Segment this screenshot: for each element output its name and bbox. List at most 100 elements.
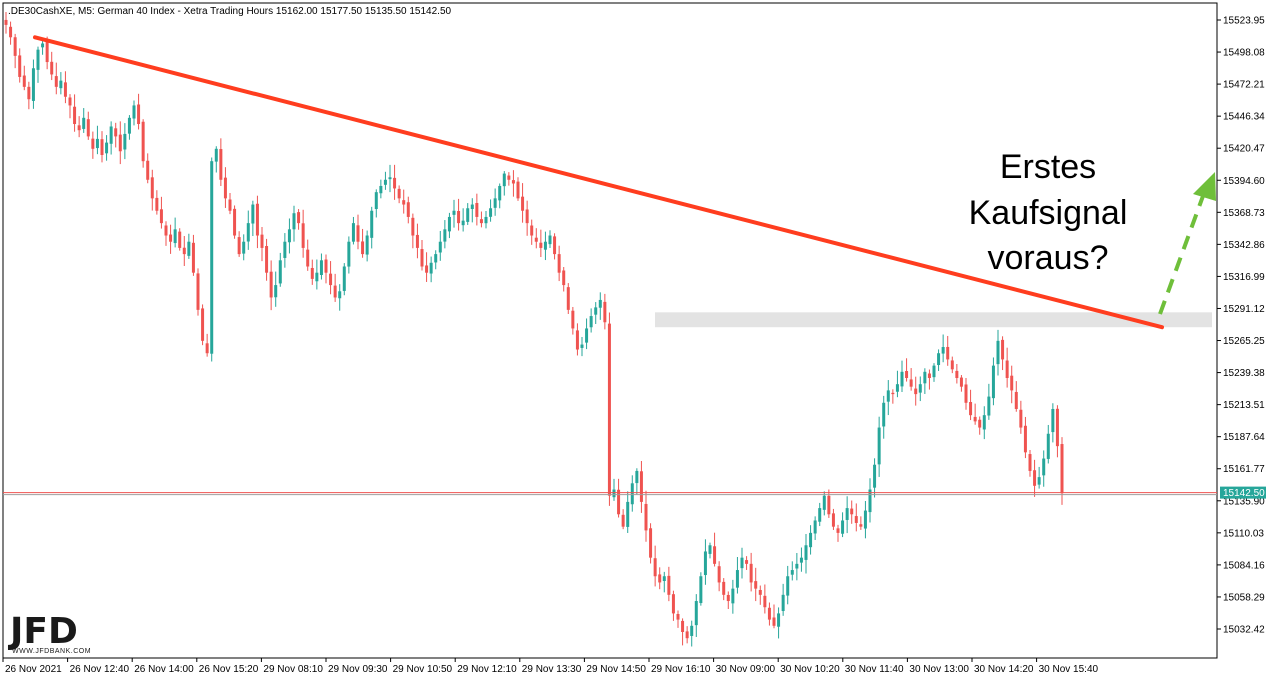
- candle-body: [233, 208, 237, 236]
- candle-body: [754, 581, 758, 589]
- candle-body: [447, 216, 451, 232]
- candle-body: [918, 384, 922, 393]
- candle-body: [831, 513, 835, 527]
- candle-body: [850, 508, 854, 515]
- candle-body: [141, 121, 145, 162]
- candle-body: [676, 614, 680, 620]
- candle-body: [457, 210, 461, 224]
- candle-body: [493, 198, 497, 208]
- chart-header: .DE30CashXE, M5: German 40 Index - Xetra…: [8, 6, 452, 17]
- candle-body: [45, 41, 49, 63]
- candle-body: [708, 545, 712, 554]
- candle-body: [923, 371, 927, 384]
- candle-body: [886, 390, 890, 402]
- candle-body: [516, 181, 520, 199]
- candle-body: [100, 139, 104, 155]
- candle-body: [306, 249, 310, 267]
- x-tick-label: 29 Nov 08:10: [263, 664, 323, 675]
- y-tick-label: 15213.51: [1223, 400, 1265, 411]
- candle-body: [959, 377, 963, 387]
- candle-body: [818, 508, 822, 522]
- candle-body: [169, 234, 173, 242]
- candle-body: [566, 287, 570, 310]
- candle-body: [255, 203, 259, 236]
- candle-body: [868, 489, 872, 513]
- candle-body: [763, 595, 767, 608]
- candle-body: [86, 119, 90, 137]
- candle-body: [502, 173, 506, 187]
- candle-body: [178, 231, 182, 248]
- candle-body: [809, 532, 813, 548]
- candle-body: [319, 260, 323, 275]
- candle-body: [22, 75, 26, 87]
- candle-body: [978, 419, 982, 428]
- candle-body: [324, 259, 328, 273]
- candle-body: [36, 49, 40, 70]
- candle-body: [662, 576, 666, 581]
- x-tick-label: 29 Nov 14:50: [586, 664, 646, 675]
- candle-body: [150, 177, 154, 199]
- x-tick-label: 30 Nov 13:00: [909, 664, 969, 675]
- candle-body: [813, 520, 817, 534]
- candle-body: [274, 285, 278, 298]
- candle-body: [562, 270, 566, 286]
- x-tick-label: 30 Nov 14:20: [974, 664, 1034, 675]
- candle-body: [690, 625, 694, 636]
- candle-body: [548, 235, 552, 245]
- candle-body: [530, 225, 534, 236]
- candle-body: [278, 260, 282, 284]
- candle-body: [786, 576, 790, 596]
- candle-body: [571, 310, 575, 329]
- candle-body: [553, 236, 557, 255]
- candle-body: [242, 241, 246, 254]
- candle-body: [59, 80, 63, 89]
- candle-body: [310, 267, 314, 279]
- candle-body: [649, 528, 653, 558]
- candle-body: [777, 613, 781, 627]
- candle-body: [402, 200, 406, 205]
- candle-body: [338, 291, 342, 299]
- candle-body: [969, 402, 973, 416]
- candle-body: [155, 197, 159, 211]
- candle-body: [745, 560, 749, 564]
- candle-body: [703, 551, 707, 576]
- candle-body: [630, 483, 634, 505]
- candle-body: [905, 370, 909, 379]
- candle-body: [109, 126, 113, 144]
- candle-body: [41, 43, 45, 48]
- y-tick-label: 15394.60: [1223, 176, 1265, 187]
- candle-body: [438, 241, 442, 253]
- candle-body: [841, 520, 845, 534]
- candle-body: [287, 229, 291, 243]
- candle-body: [1001, 339, 1005, 360]
- candle-body: [946, 346, 950, 360]
- breakout-arrow: [1158, 195, 1205, 315]
- candle-body: [452, 210, 456, 215]
- candle-body: [479, 219, 483, 224]
- candle-body: [950, 360, 954, 370]
- candle-body: [511, 180, 515, 184]
- candle-body: [461, 220, 465, 226]
- candle-body: [653, 558, 657, 577]
- y-axis-ticks: 15523.95 15498.08 15472.21 15446.34 15420.47…: [1217, 16, 1265, 636]
- candle-body: [77, 125, 81, 131]
- candle-body: [297, 212, 301, 224]
- candle-body: [955, 370, 959, 379]
- candle-body: [1019, 409, 1023, 428]
- candle-body: [425, 265, 429, 273]
- candle-body: [434, 254, 438, 263]
- candle-body: [415, 234, 419, 248]
- y-tick-label: 15161.77: [1223, 464, 1265, 475]
- candle-body: [617, 489, 621, 515]
- annotation-line-3: voraus?: [988, 239, 1109, 277]
- candle-body: [228, 199, 232, 211]
- candle-body: [539, 242, 543, 248]
- candle-body: [388, 177, 392, 180]
- candle-body: [694, 601, 698, 626]
- candle-body: [713, 546, 717, 564]
- x-tick-label: 26 Nov 15:20: [199, 664, 259, 675]
- candle-body: [982, 415, 986, 430]
- candle-body: [914, 388, 918, 395]
- candle-body: [585, 328, 589, 343]
